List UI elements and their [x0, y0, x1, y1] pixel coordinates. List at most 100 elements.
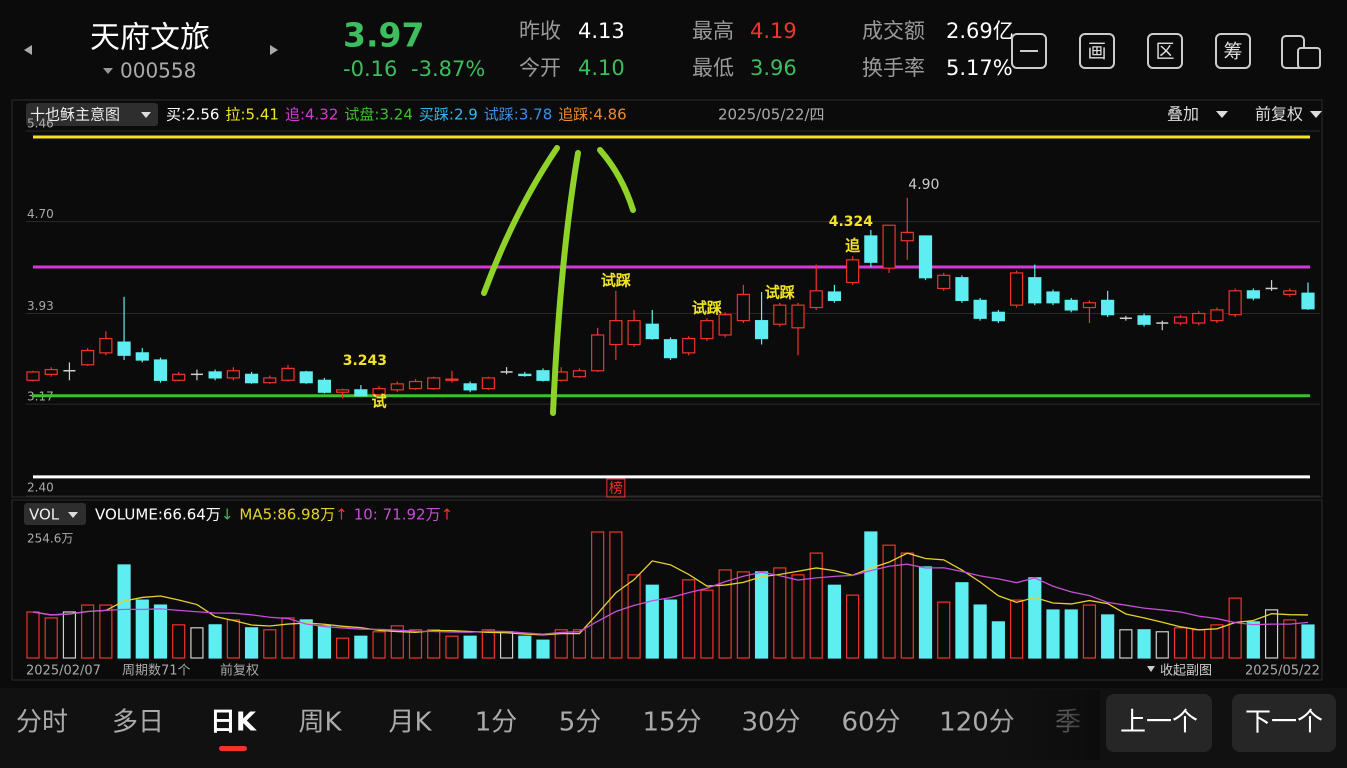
y-tick-label: 254.6万: [27, 532, 73, 546]
candle-body: [1228, 290, 1242, 316]
overlay[interactable]: 叠加: [1167, 105, 1199, 124]
volume-legend: ↑: [335, 506, 348, 524]
dropdown-arrow: [141, 112, 151, 118]
hand-arrow: [481, 145, 636, 416]
tab[interactable]: 分时: [16, 708, 68, 738]
collapse[interactable]: 收起副图: [1160, 664, 1212, 679]
volume-bar: [481, 629, 495, 659]
volume-bar: [846, 594, 860, 659]
collapse-icon: [1147, 666, 1155, 672]
candle-body: [244, 373, 259, 384]
tab[interactable]: 60分: [841, 708, 900, 738]
arrow-stroke: [550, 150, 581, 416]
candle-body: [208, 371, 222, 379]
tab[interactable]: 月K: [388, 708, 432, 738]
tab[interactable]: 30分: [741, 708, 800, 738]
signal-label: 试: [372, 392, 387, 410]
next-button-label: 下一个: [1245, 708, 1323, 738]
volume-bar: [900, 552, 914, 659]
stock-name: 天府文旅: [90, 21, 210, 56]
candle-body: [791, 304, 805, 329]
tab[interactable]: 日K: [210, 708, 257, 738]
candle-body: [1101, 299, 1115, 316]
tab[interactable]: 5分: [559, 708, 602, 738]
volume-bar: [1264, 609, 1279, 659]
candle-body: [372, 388, 386, 396]
next-button[interactable]: [1232, 694, 1336, 752]
volume-bar: [427, 629, 441, 659]
stat-value: 5.17%: [946, 56, 1013, 80]
volume-bar: [1246, 621, 1260, 659]
indicator-dropdown[interactable]: [26, 103, 158, 126]
volume-bar: [773, 567, 787, 659]
tab[interactable]: 周K: [298, 708, 342, 738]
volume-bar: [354, 635, 368, 659]
arrow-stroke: [597, 147, 636, 213]
volume-bar: [809, 552, 823, 659]
candle-body: [172, 373, 186, 381]
volume-bar: [336, 637, 350, 659]
change-pct: -3.87%: [411, 57, 485, 81]
volume-bar: [81, 604, 95, 659]
stat-label: 今开: [519, 56, 561, 80]
icon-button[interactable]: [1215, 33, 1251, 69]
volume-bar: [153, 604, 168, 659]
adjust[interactable]: 前复权: [1255, 105, 1303, 124]
footer-adjust: 前复权: [220, 663, 259, 679]
candle-body: [1009, 272, 1024, 306]
volume-dropdown[interactable]: [24, 503, 86, 525]
tab[interactable]: 多日: [112, 708, 164, 738]
candle-body: [26, 371, 40, 381]
icon-button[interactable]: [1147, 33, 1183, 69]
volume-bar: [991, 621, 1005, 659]
candle-body: [536, 370, 550, 381]
volume-bar: [1009, 599, 1024, 659]
tab[interactable]: 15分: [642, 708, 701, 738]
arrow-stroke: [481, 145, 560, 296]
stat-value: 4.10: [578, 56, 625, 80]
volume-legend: ↓: [221, 506, 234, 524]
stat-value: 2.69亿: [946, 19, 1014, 43]
volume-bar: [299, 619, 313, 659]
volume-bar: [1137, 629, 1151, 659]
icon-button[interactable]: [1011, 33, 1047, 69]
stat-label: 最高: [692, 19, 734, 43]
code-dropdown[interactable]: [103, 68, 113, 74]
ma-line: [32, 552, 1309, 636]
signal-label: 追: [845, 237, 860, 255]
volume-bar: [518, 635, 532, 659]
next-stock[interactable]: [270, 45, 278, 55]
candle-body: [336, 389, 350, 393]
volume-bar: [1283, 619, 1297, 659]
signal-label: 试踩: [601, 271, 631, 289]
stat-value: 4.13: [578, 19, 625, 43]
prev-button[interactable]: [1106, 694, 1212, 752]
candle-body: [1192, 312, 1206, 324]
icon-button[interactable]: [1079, 33, 1115, 69]
level-value: 4.86: [593, 106, 626, 124]
volume-bar: [445, 635, 459, 659]
stat-label: 昨收: [519, 19, 561, 43]
y-tick-label: 4.70: [27, 207, 54, 221]
volume-bar: [937, 601, 951, 659]
level-name: 买踩:: [419, 106, 454, 124]
volume-bar: [918, 566, 933, 659]
volume-bar: [390, 625, 404, 659]
prev-stock[interactable]: [24, 45, 32, 55]
candle-body: [627, 320, 641, 346]
candle-body: [427, 377, 441, 390]
volume-bar: [135, 599, 149, 659]
candle-body: [463, 383, 477, 391]
volume-bar: [572, 629, 587, 659]
price: 3.97: [343, 16, 424, 55]
volume-bar: [536, 639, 550, 659]
tab[interactable]: 1分: [475, 708, 518, 738]
candle-body: [1064, 299, 1078, 311]
candle-body: [991, 311, 1005, 322]
y-tick-label: 2.40: [27, 481, 54, 495]
phone-icon-part: [1297, 47, 1321, 69]
volume-bar: [955, 582, 969, 659]
volume-bar: [244, 627, 259, 659]
candle-body: [663, 339, 678, 359]
volume-bar: [1210, 624, 1224, 659]
